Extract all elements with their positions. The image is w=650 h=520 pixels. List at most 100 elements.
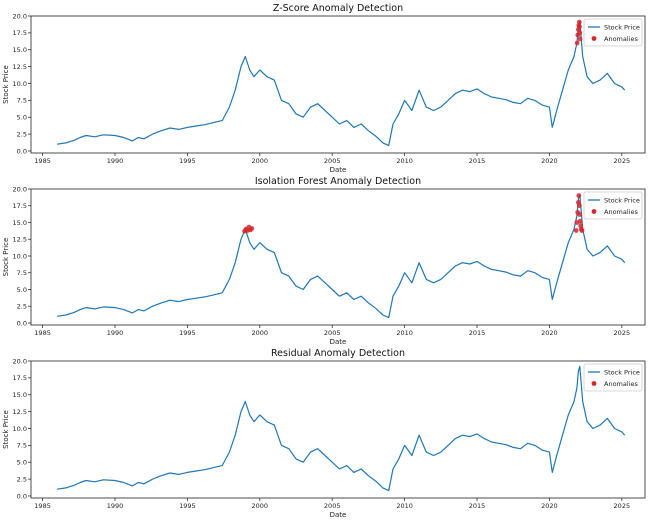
x-tick-label: 2025	[614, 329, 631, 337]
y-tick-label: 15.0	[13, 391, 27, 399]
y-tick-label: 0.0	[17, 319, 27, 327]
y-tick-label: 12.5	[13, 63, 27, 71]
legend-box	[583, 363, 643, 392]
x-tick-label: 1985	[34, 502, 51, 510]
y-tick-label: 10.0	[13, 252, 27, 260]
y-axis-label: Stock Price	[2, 410, 10, 449]
x-tick-label: 2005	[324, 329, 341, 337]
y-tick-label: 20.0	[13, 185, 27, 193]
chart-panel-1: Z-Score Anomaly Detection 1985 1990 1995 200…	[2, 3, 646, 174]
x-tick-label: 2005	[324, 157, 341, 165]
anomaly-point	[576, 19, 582, 25]
y-tick-label: 15.0	[13, 46, 27, 54]
y-tick-label: 17.5	[13, 29, 27, 37]
anomaly-point	[577, 212, 583, 217]
x-tick-label: 2005	[324, 502, 341, 510]
anomaly-point	[249, 226, 255, 231]
x-axis-label: Date	[330, 338, 347, 346]
y-tick-label: 17.5	[13, 374, 27, 382]
x-tick-label: 1990	[107, 502, 124, 510]
y-tick-label: 2.5	[17, 475, 27, 483]
anomaly-point	[576, 203, 582, 209]
x-tick-label: 2015	[469, 329, 486, 337]
legend-label-anomalies: Anomalies	[604, 380, 638, 388]
x-tick-label: 2000	[252, 157, 269, 165]
y-tick-label: 7.5	[17, 269, 27, 277]
plot-frame	[30, 15, 646, 154]
x-tick-label: 2020	[541, 329, 558, 337]
plot-frame	[30, 188, 646, 326]
stock-price-line	[57, 365, 626, 492]
y-tick-label: 2.5	[17, 303, 27, 311]
y-tick-label: 12.5	[13, 236, 27, 244]
anomaly-point	[573, 228, 579, 233]
chart-title: Z-Score Anomaly Detection	[273, 3, 403, 14]
anomaly-point	[577, 30, 583, 36]
x-tick-label: 2025	[614, 502, 631, 510]
y-tick-label: 5.0	[17, 114, 27, 122]
y-axis-label: Stock Price	[2, 238, 10, 277]
x-tick-label: 2010	[396, 329, 413, 337]
legend: Stock Price Anomalies	[583, 363, 643, 392]
y-tick-label: 10.0	[13, 80, 27, 88]
x-axis-label: Date	[330, 166, 347, 174]
y-tick-label: 0.0	[17, 147, 27, 155]
x-tick-label: 2020	[541, 502, 558, 510]
y-tick-label: 5.0	[17, 459, 27, 467]
legend-label-stock-price: Stock Price	[604, 196, 640, 204]
chart-title: Isolation Forest Anomaly Detection	[255, 176, 421, 187]
x-tick-label: 2020	[541, 157, 558, 165]
y-tick-label: 5.0	[17, 286, 27, 294]
chart-title: Residual Anomaly Detection	[271, 348, 405, 359]
legend: Stock Price Anomalies	[583, 18, 643, 47]
x-tick-label: 1995	[179, 502, 196, 510]
x-tick-label: 1985	[34, 329, 51, 337]
legend-label-stock-price: Stock Price	[604, 23, 640, 31]
legend-box	[583, 191, 643, 220]
anomaly-point	[577, 36, 583, 42]
chart-panel-2: Isolation Forest Anomaly Detection 1985 19…	[2, 176, 646, 346]
y-tick-label: 10.0	[13, 425, 27, 433]
stock-price-line	[57, 20, 626, 147]
x-tick-label: 2010	[396, 502, 413, 510]
legend-box	[583, 18, 643, 47]
anomaly-point	[577, 24, 582, 30]
x-tick-label: 2000	[252, 502, 269, 510]
x-axis-label: Date	[330, 511, 347, 519]
x-tick-label: 1990	[107, 157, 124, 165]
y-tick-label: 20.0	[13, 12, 27, 20]
anomaly-point	[577, 218, 583, 224]
x-tick-label: 2010	[396, 157, 413, 165]
y-tick-label: 2.5	[17, 130, 27, 138]
y-tick-label: 7.5	[17, 97, 27, 105]
legend-label-stock-price: Stock Price	[604, 368, 640, 376]
legend-label-anomalies: Anomalies	[604, 35, 638, 43]
x-tick-label: 1995	[179, 157, 196, 165]
stock-price-line	[57, 193, 626, 319]
x-tick-label: 2015	[469, 157, 486, 165]
y-axis-label: Stock Price	[2, 65, 10, 104]
y-tick-label: 7.5	[17, 442, 27, 450]
legend: Stock Price Anomalies	[583, 191, 643, 220]
legend-marker-swatch	[591, 381, 597, 386]
y-tick-label: 0.0	[17, 492, 27, 500]
x-tick-label: 1995	[179, 329, 196, 337]
x-tick-label: 1990	[107, 329, 124, 337]
x-tick-label: 2025	[614, 157, 631, 165]
chart-panel-3: Residual Anomaly Detection 1985 1990 1995 20…	[2, 348, 646, 519]
anomaly-point	[574, 40, 580, 46]
plot-frame	[30, 360, 646, 499]
x-tick-label: 2000	[252, 329, 269, 337]
anomaly-point	[579, 228, 585, 233]
anomaly-point	[576, 193, 582, 199]
y-tick-label: 17.5	[13, 202, 27, 210]
legend-marker-swatch	[591, 209, 597, 214]
x-tick-label: 1985	[34, 157, 51, 165]
y-tick-label: 15.0	[13, 219, 27, 227]
legend-marker-swatch	[591, 36, 597, 41]
x-tick-label: 2015	[469, 502, 486, 510]
y-tick-label: 20.0	[13, 357, 27, 365]
legend-label-anomalies: Anomalies	[604, 208, 638, 216]
y-tick-label: 12.5	[13, 408, 27, 416]
